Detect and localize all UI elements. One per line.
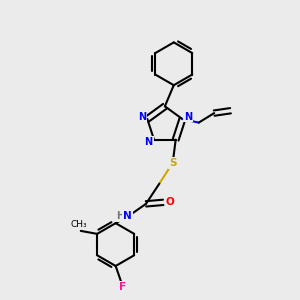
Text: N: N: [184, 112, 192, 122]
Text: N: N: [138, 112, 146, 122]
Text: CH₃: CH₃: [71, 220, 88, 229]
Text: N: N: [123, 211, 132, 221]
Text: S: S: [169, 158, 176, 168]
Text: H: H: [116, 211, 124, 221]
Text: N: N: [145, 137, 153, 147]
Text: O: O: [165, 197, 174, 207]
Text: F: F: [119, 282, 126, 292]
